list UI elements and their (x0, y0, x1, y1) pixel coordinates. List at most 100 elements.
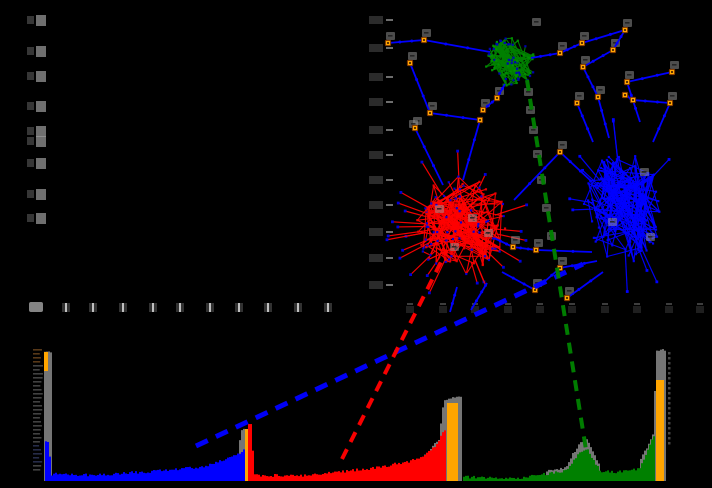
cluster-node-green-module (504, 37, 507, 40)
hist-bar-green-community (531, 474, 533, 481)
hist-bar-green-community (491, 477, 493, 481)
cluster-edge-red-module (433, 232, 447, 263)
cluster-node-blue-module (623, 202, 626, 205)
cluster-node-red-module (482, 236, 485, 239)
cluster-node-blue-module (628, 166, 632, 170)
bridge-edge-bead (608, 32, 612, 36)
cluster-node-blue-module (609, 187, 612, 190)
hist-bar-red-community (274, 473, 276, 481)
connector-node-glyph (387, 42, 389, 44)
hist-bar-green-community (591, 457, 593, 481)
cluster-node-green-module (488, 47, 491, 50)
hist-bar-blue-community (107, 474, 109, 481)
hist-bar-blue-community (45, 441, 47, 481)
hist-bar-blue-community (109, 475, 111, 481)
hist-bar-green-community (583, 450, 585, 481)
network-xaxis-tick (407, 303, 413, 305)
cluster-node-blue-module (639, 190, 642, 193)
network-yaxis-tick-label (369, 151, 383, 159)
hist-right-dotted-line (668, 417, 671, 420)
hist-bar-red-community (352, 469, 354, 481)
xaxis-tick-label (267, 303, 269, 312)
hist-bar-green-community (485, 478, 487, 481)
connector-node-glyph (612, 49, 614, 51)
network-yaxis-tick (386, 154, 393, 156)
cluster-node-green-module (510, 62, 513, 65)
connector-node-glyph (624, 94, 626, 96)
hist-gray-bar (44, 351, 46, 481)
cluster-spoke-blue-module (646, 159, 670, 184)
hist-bar-green-community (585, 449, 587, 481)
cluster-spoke-red-module (494, 204, 527, 216)
cluster-node-red-module (417, 230, 420, 233)
cluster-node-blue-module (586, 199, 590, 202)
cluster-node-red-module (426, 244, 429, 247)
bridge-edge-bead (550, 273, 554, 277)
cluster-node-blue-module (596, 186, 599, 189)
cluster-spoke-blue-module (569, 198, 594, 204)
cluster-edge-blue-module (603, 186, 636, 200)
hist-bar-blue-community (143, 472, 145, 481)
hist-left-tick-label (33, 361, 41, 363)
hist-bar-blue-community (237, 453, 239, 481)
hist-bar-red-community (336, 471, 338, 481)
cluster-node-red-module (457, 175, 460, 178)
yaxis-tick-label (27, 190, 34, 198)
network-yaxis-tick (386, 179, 393, 181)
cluster-node-blue-module (641, 218, 644, 221)
network-yaxis-tick (386, 76, 393, 78)
bridge-edge (576, 102, 594, 143)
hist-bar-red-community (376, 466, 378, 481)
hist-bar-blue-community (167, 470, 169, 481)
hist-left-tick-label (33, 349, 42, 351)
network-yaxis-tick-label (369, 281, 383, 289)
hist-bar-red-community (254, 474, 256, 481)
connector-node-glyph (429, 112, 431, 114)
hist-left-tick-label (33, 441, 40, 443)
network-yaxis-tick-label (369, 16, 383, 24)
hist-bar-green-community (529, 475, 531, 481)
cluster-node-blue-module (634, 224, 637, 227)
cluster-node-blue-module (629, 240, 632, 243)
network-yaxis-tick-label (369, 176, 383, 184)
hist-bar-blue-community (179, 469, 181, 481)
cluster-node-green-module (487, 53, 491, 56)
cluster-node-red-module (458, 188, 462, 191)
cluster-node-red-module (432, 231, 435, 234)
hist-left-tick-label (33, 429, 41, 431)
bridge-edge-bead (421, 94, 425, 98)
network-yaxis-tick (386, 204, 393, 206)
hist-bar-green-community (477, 477, 479, 481)
cluster-node-blue-module (654, 228, 658, 231)
hist-bar-green-community (501, 478, 503, 481)
hist-bar-green-community (567, 468, 569, 481)
node-label-glyph (610, 221, 615, 223)
hist-bar-blue-community (231, 456, 233, 481)
cluster-node-blue-module (627, 254, 630, 257)
hist-bar-red-community (418, 458, 420, 481)
connector-node-glyph (409, 62, 411, 64)
yaxis-tick-label (36, 46, 46, 57)
cluster-node-red-module (469, 234, 472, 237)
hist-bar-green-community (509, 477, 511, 481)
cluster-edge-blue-module (597, 182, 625, 189)
cluster-edge-red-module (473, 231, 500, 248)
hist-bar-blue-community (65, 473, 67, 481)
bridge-edge-bead (643, 99, 647, 103)
cluster-spoke-blue-module (624, 249, 628, 292)
hist-bar-red-community (288, 475, 290, 481)
hist-bar-blue-community (79, 475, 81, 481)
cluster-spoke-red-module (428, 259, 446, 294)
cluster-node-blue-module (596, 182, 599, 185)
node-label-glyph (642, 171, 647, 173)
bridge-edge-bead (594, 37, 598, 41)
hist-bar-blue-community (165, 469, 167, 481)
cluster-spoke-node (386, 234, 390, 238)
cluster-node-red-module (429, 254, 432, 257)
bridge-edge-bead (591, 85, 595, 89)
hist-bar-red-community (266, 476, 268, 481)
cluster-edge-red-module (473, 231, 484, 266)
cluster-node-red-module (451, 237, 455, 241)
hist-bar-green-community (641, 463, 643, 481)
